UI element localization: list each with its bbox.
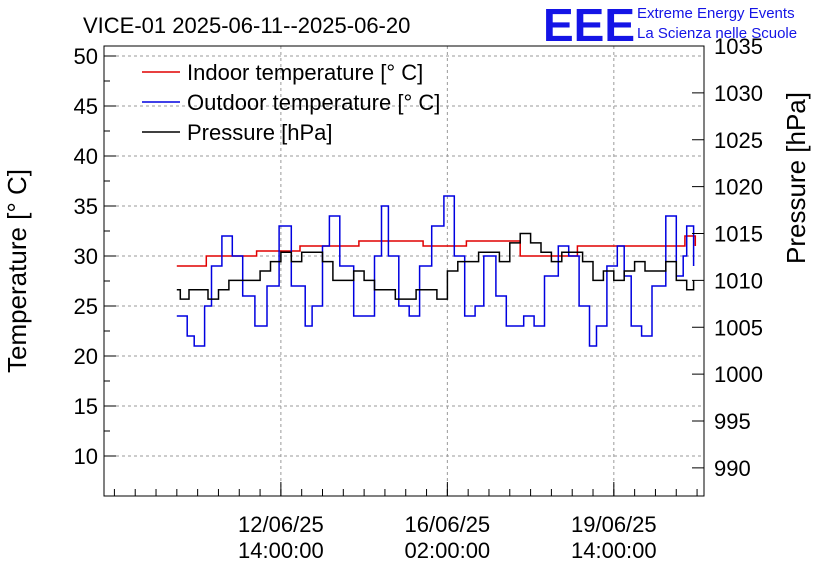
y-left-tick-label: 50: [74, 44, 98, 69]
series-indoor-temperature: [176, 235, 697, 267]
x-tick-label-time: 14:00:00: [571, 538, 657, 563]
plot-frame: [103, 45, 705, 497]
y-left-tick-label: 15: [74, 394, 98, 419]
y-axis-right: 990 995 1000 1005 1010 1015 1020 1025 1030 1035: [692, 34, 763, 481]
eee-logo: EEE Extreme Energy Events La Scienza nel…: [543, 0, 797, 51]
legend-label-outdoor: Outdoor temperature [° C]: [187, 90, 440, 115]
y-left-tick-label: 10: [74, 444, 98, 469]
y-left-tick-label: 35: [74, 194, 98, 219]
y-right-tick-label: 1030: [714, 81, 763, 106]
x-tick-label-time: 02:00:00: [405, 538, 491, 563]
y-axis-left: 10 15 20 25 30 35 40 45 50: [74, 44, 116, 469]
x-tick-label-date: 12/06/25: [238, 512, 324, 537]
eee-logo-line2: La Scienza nelle Scuole: [637, 25, 797, 42]
chart-title: VICE-01 2025-06-11--2025-06-20: [83, 13, 410, 38]
y-right-tick-label: 990: [714, 456, 751, 481]
y-left-tick-label: 30: [74, 244, 98, 269]
y-left-tick-label: 20: [74, 344, 98, 369]
y-right-tick-label: 1015: [714, 222, 763, 247]
series-pressure: [176, 232, 695, 300]
y-axis-right-title: Pressure [hPa]: [781, 92, 811, 264]
x-tick-label-date: 19/06/25: [571, 512, 657, 537]
series-group: [176, 195, 697, 347]
y-left-tick-label: 45: [74, 94, 98, 119]
x-tick-label-date: 16/06/25: [405, 512, 491, 537]
y-right-tick-label: 1000: [714, 362, 763, 387]
y-left-tick-label: 40: [74, 144, 98, 169]
x-tick-label-time: 14:00:00: [238, 538, 324, 563]
legend-label-pressure: Pressure [hPa]: [187, 120, 333, 145]
y-right-tick-label: 1020: [714, 175, 763, 200]
y-right-tick-label: 1025: [714, 128, 763, 153]
eee-logo-line1: Extreme Energy Events: [637, 5, 795, 22]
y-axis-left-title: Temperature [° C]: [2, 169, 32, 373]
x-axis: 12/06/2514:00:0016/06/2502:00:0019/06/25…: [113, 482, 698, 563]
y-right-tick-label: 1010: [714, 268, 763, 293]
series-outdoor-temperature: [176, 195, 695, 347]
eee-logo-mark: EEE: [543, 0, 635, 51]
y-right-tick-label: 1035: [714, 34, 763, 59]
y-left-tick-label: 25: [74, 294, 98, 319]
y-right-tick-label: 1005: [714, 315, 763, 340]
y-right-tick-label: 995: [714, 409, 751, 434]
legend: Indoor temperature [° C] Outdoor tempera…: [142, 60, 440, 145]
legend-label-indoor: Indoor temperature [° C]: [187, 60, 423, 85]
